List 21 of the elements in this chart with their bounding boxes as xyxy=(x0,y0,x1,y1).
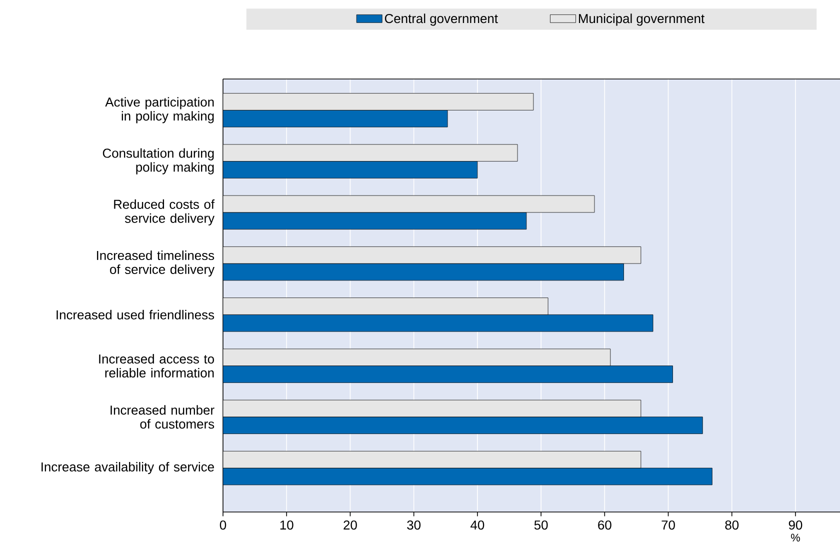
y-tick-label: Increase availability of service xyxy=(42,462,214,474)
legend-label: Municipal government xyxy=(578,14,704,26)
y-tick-label: Increased used friendliness xyxy=(56,310,214,320)
x-tick-label: 30 xyxy=(407,520,421,530)
y-tick-label: Active participation in policy making xyxy=(105,97,214,124)
x-tick-label: 40 xyxy=(470,520,484,530)
x-tick-label: 50 xyxy=(534,520,548,530)
legend-label: Central government xyxy=(384,14,498,26)
y-tick-label: Increased access to reliable information xyxy=(99,354,214,378)
x-tick-label: 0 xyxy=(220,520,226,530)
x-tick-label: 70 xyxy=(662,520,675,530)
x-tick-label: 10 xyxy=(280,520,294,530)
x-tick-label: 60 xyxy=(598,520,612,530)
x-tick-label: 90 xyxy=(788,520,802,530)
y-tick-label: Consultation during policy making xyxy=(102,148,214,174)
y-tick-label: Reduced costs of service delivery xyxy=(114,199,215,226)
y-tick-label: Increased number of customers xyxy=(110,405,214,429)
y-tick-label: Increased timeliness of service delivery xyxy=(96,250,215,277)
x-tick-label: 80 xyxy=(725,520,739,530)
x-axis-title: % xyxy=(790,534,800,542)
x-tick-label: 20 xyxy=(344,520,357,530)
